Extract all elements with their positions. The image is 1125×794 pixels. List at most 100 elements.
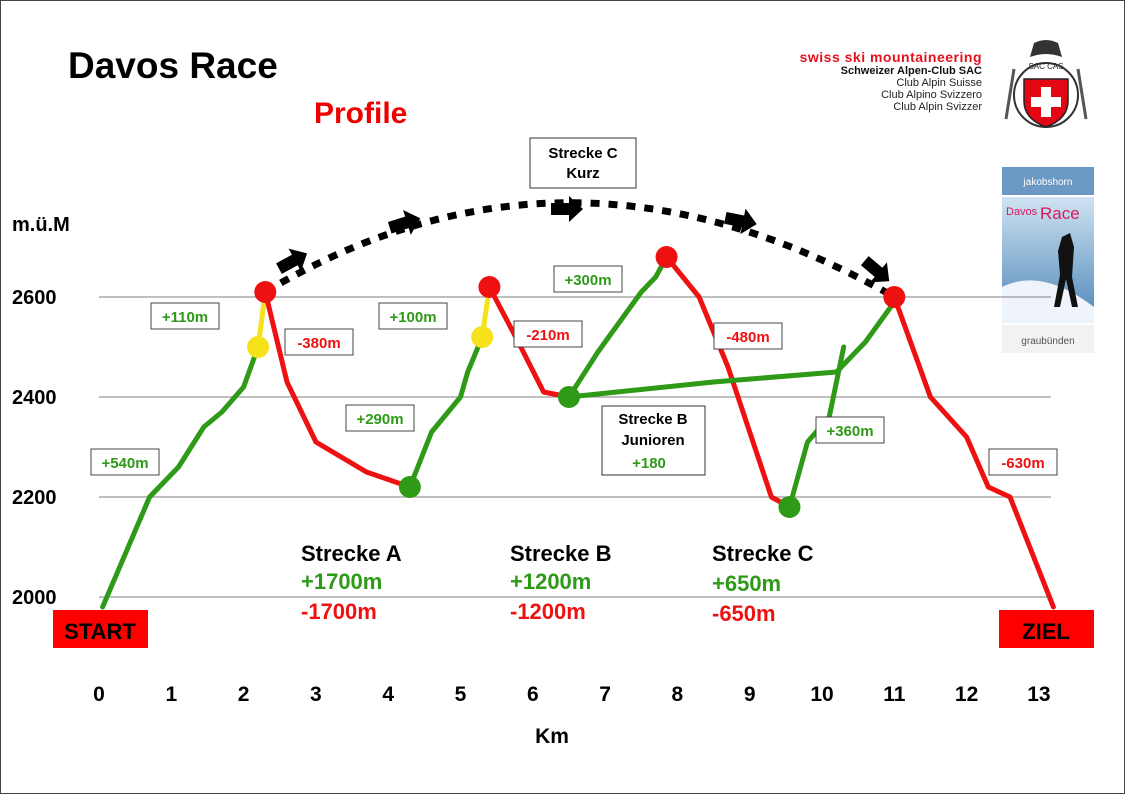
x-tick-label: 3 — [310, 683, 322, 706]
summary-ascent: +1700m — [301, 569, 382, 594]
badge-text: SAC CAS — [1028, 62, 1063, 71]
strecke-c-kurz-box — [529, 137, 637, 189]
strecke-b-junioren-box — [601, 405, 706, 476]
x-tick-label: 11 — [883, 683, 906, 706]
segment-label-text: +100m — [389, 309, 436, 326]
x-tick-label: 13 — [1027, 683, 1050, 706]
logo-line-1: swiss ski mountaineering — [799, 49, 982, 65]
summary-name: Strecke A — [301, 541, 402, 566]
segment-label-text: +290m — [356, 411, 403, 428]
summary-strecke-a: Strecke A +1700m -1700m — [301, 541, 402, 624]
x-tick-label: 2 — [238, 683, 250, 706]
profile-segment-ascent — [566, 299, 897, 400]
poster-bottom: graubünden — [1021, 336, 1074, 347]
segment-label-text: -210m — [526, 327, 569, 344]
x-tick-label: 8 — [672, 683, 684, 706]
x-tick-label: 9 — [744, 683, 756, 706]
profile-segment-ascent — [407, 334, 485, 490]
profile-segment-ascent — [100, 344, 261, 610]
sac-logo-text: swiss ski mountaineering Schweizer Alpen… — [799, 49, 982, 113]
y-axis-title: m.ü.M — [12, 214, 70, 236]
summary-descent: -650m — [712, 601, 776, 626]
segment-label-text: -380m — [297, 335, 340, 352]
summary-name: Strecke B — [510, 541, 612, 566]
x-tick-label: 5 — [455, 683, 467, 706]
checkpoint-marker-yellow — [247, 336, 270, 358]
arrow-icon — [387, 209, 421, 235]
profile-segment-ascent — [566, 254, 670, 400]
checkpoint-marker-red — [883, 286, 906, 308]
summary-name: Strecke C — [712, 541, 814, 566]
logo-line-4: Club Alpino Svizzero — [881, 89, 982, 101]
race-poster: jakobshorn Davos Race graubünden — [1002, 167, 1094, 353]
profile-segment-descent — [486, 284, 572, 400]
start-label-box — [53, 610, 148, 648]
summary-descent: -1200m — [510, 599, 586, 624]
x-tick-label: 0 — [93, 683, 105, 706]
skier-icon — [1054, 233, 1078, 307]
summary-ascent: +650m — [712, 571, 781, 596]
x-tick-label: 12 — [955, 683, 978, 706]
segment-label: +300m — [553, 265, 623, 293]
profile-segment-descent — [262, 289, 413, 490]
y-axis: m.ü.M 2000 2200 2400 2600 — [12, 214, 70, 609]
segment-label-text: -480m — [726, 329, 769, 346]
start-label: START — [64, 619, 136, 644]
checkpoint-marker-red — [478, 276, 501, 298]
segment-label-text: +360m — [826, 423, 873, 440]
segment-labels: +540m +110m -380m +290m +100m -210m +300m -480m… — [90, 265, 1058, 476]
checkpoint-markers — [247, 246, 906, 518]
summary-descent: -1700m — [301, 599, 377, 624]
profile-segment-descent — [664, 254, 792, 510]
checkpoint-marker-red — [254, 281, 277, 303]
x-tick-label: 4 — [382, 683, 394, 706]
y-tick-label: 2200 — [12, 487, 57, 509]
summary-ascent: +1200m — [510, 569, 591, 594]
poster-brand-2: Race — [1040, 204, 1080, 223]
segment-label: -210m — [513, 320, 583, 348]
segment-label: +540m — [90, 448, 160, 476]
x-tick-label: 6 — [527, 683, 539, 706]
logo-line-3: Club Alpin Suisse — [896, 77, 982, 89]
x-tick-label: 7 — [599, 683, 611, 706]
segment-label-text: +300m — [564, 272, 611, 289]
junioren-line1: Strecke B — [618, 411, 687, 428]
sac-crest-icon: SAC CAS — [1004, 40, 1088, 128]
y-tick-label: 2000 — [12, 587, 57, 609]
x-tick-label: 10 — [810, 683, 833, 706]
page-subtitle: Profile — [314, 97, 408, 130]
shortcut-arc — [263, 196, 897, 301]
poster-top: jakobshorn — [1023, 177, 1073, 188]
profile-segment-descent — [891, 294, 1056, 610]
page-title: Davos Race — [68, 45, 278, 86]
arrow-icon — [724, 208, 757, 235]
segment-label: +100m — [378, 302, 448, 330]
ziel-label: ZIEL — [1022, 619, 1070, 644]
segment-label: +290m — [345, 404, 415, 432]
summary-strecke-c: Strecke C +650m -650m — [712, 541, 814, 626]
ziel-label-box — [999, 610, 1094, 648]
segment-label: +360m — [815, 416, 885, 444]
checkpoint-marker-green — [778, 496, 801, 518]
segment-label: -480m — [713, 322, 783, 350]
x-tick-label: 1 — [165, 683, 177, 706]
segment-label: -380m — [284, 328, 354, 356]
segment-label-text: -630m — [1001, 455, 1044, 472]
segment-label-text: +110m — [162, 309, 208, 326]
strecke-c-kurz-line2: Kurz — [566, 165, 599, 182]
checkpoint-marker-green — [557, 386, 580, 408]
checkpoint-marker-green — [398, 476, 421, 498]
y-tick-label: 2600 — [12, 287, 57, 309]
strecke-c-kurz-line1: Strecke C — [548, 145, 617, 162]
junioren-value: +180 — [632, 455, 666, 472]
y-tick-label: 2400 — [12, 387, 57, 409]
checkpoint-marker-red — [655, 246, 678, 268]
logo-line-5: Club Alpin Svizzer — [893, 101, 982, 113]
segment-label: +110m — [150, 302, 220, 330]
segment-label-text: +540m — [101, 455, 148, 472]
logo-line-2: Schweizer Alpen-Club SAC — [840, 65, 982, 77]
checkpoint-marker-yellow — [471, 326, 494, 348]
junioren-line2: Junioren — [621, 432, 684, 449]
